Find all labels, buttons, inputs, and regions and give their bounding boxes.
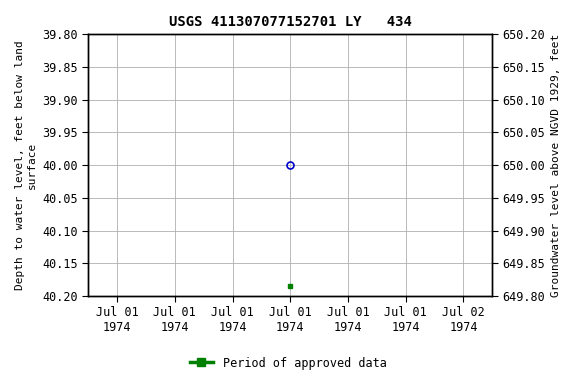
Y-axis label: Depth to water level, feet below land
surface: Depth to water level, feet below land su… — [15, 40, 37, 290]
Y-axis label: Groundwater level above NGVD 1929, feet: Groundwater level above NGVD 1929, feet — [551, 33, 561, 297]
Title: USGS 411307077152701 LY   434: USGS 411307077152701 LY 434 — [169, 15, 412, 29]
Legend: Period of approved data: Period of approved data — [185, 352, 391, 374]
